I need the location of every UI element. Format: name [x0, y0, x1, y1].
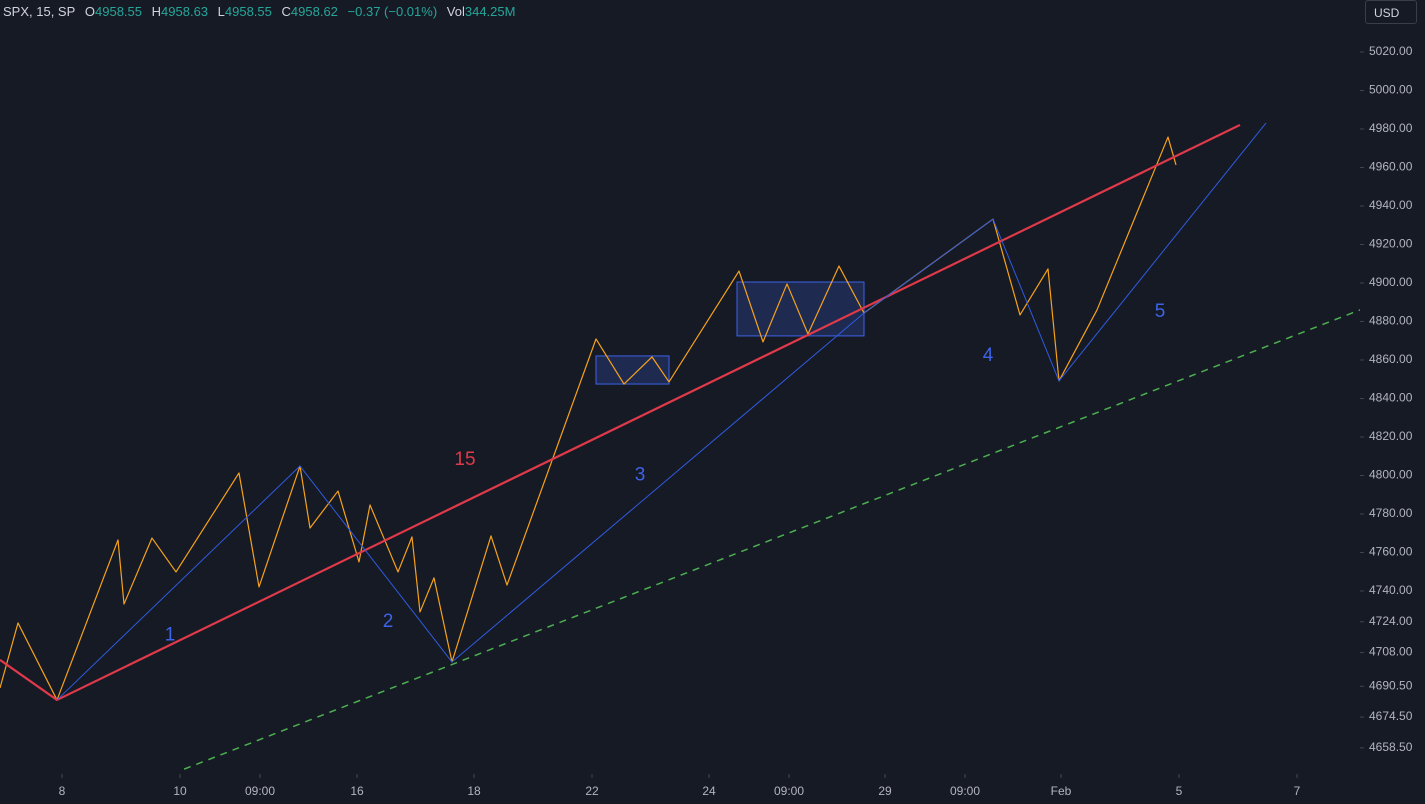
x-tick-label: 10	[173, 784, 187, 798]
x-tick-label: 29	[878, 784, 892, 798]
y-tick-label: 4724.00	[1369, 614, 1413, 628]
wave-label: 4	[983, 345, 994, 366]
low-value: 4958.55	[224, 4, 272, 19]
y-tick-label: 4820.00	[1369, 429, 1413, 443]
x-tick-label: 09:00	[774, 784, 804, 798]
plot-area	[0, 122, 1360, 770]
y-tick-label: 4658.50	[1369, 740, 1413, 754]
y-tick-label: 5020.00	[1369, 44, 1413, 58]
x-tick-label: 5	[1176, 784, 1183, 798]
y-tick-label: 4940.00	[1369, 198, 1413, 212]
open-value: 4958.55	[95, 4, 143, 19]
y-tick-label: 4900.00	[1369, 275, 1413, 289]
y-tick-label: 4780.00	[1369, 506, 1413, 520]
wave-label: 5	[1155, 301, 1166, 322]
currency-button[interactable]: USD	[1365, 0, 1417, 24]
x-tick-label: Feb	[1051, 784, 1072, 798]
y-tick-label: 4690.50	[1369, 678, 1413, 692]
low-label: L	[217, 4, 225, 19]
wave-label: 1	[165, 624, 176, 645]
change: −0.37 (−0.01%)	[347, 4, 438, 19]
wave-label: 3	[635, 464, 646, 485]
y-tick-label: 4740.00	[1369, 583, 1413, 597]
price-line	[0, 123, 1241, 702]
ohlc-legend: SPX, 15, SP O4958.55 H4958.63 L4958.55 C…	[3, 4, 515, 19]
wave-label: 2	[383, 611, 394, 632]
x-tick-label: 7	[1294, 784, 1301, 798]
y-tick-label: 5000.00	[1369, 83, 1413, 97]
volume-label: Vol	[446, 4, 465, 19]
y-tick-label: 4760.00	[1369, 545, 1413, 559]
price-line	[0, 136, 1177, 701]
y-tick-label: 4840.00	[1369, 391, 1413, 405]
range-box	[736, 281, 865, 337]
y-tick-label: 4880.00	[1369, 314, 1413, 328]
x-tick-label: 16	[350, 784, 364, 798]
wave-label: 15	[454, 449, 475, 470]
close-label: C	[281, 4, 291, 19]
y-tick-label: 4674.50	[1369, 709, 1413, 723]
y-tick-label: 4800.00	[1369, 468, 1413, 482]
price-line	[56, 122, 1267, 701]
y-tick-label: 4960.00	[1369, 160, 1413, 174]
y-tick-label: 4980.00	[1369, 121, 1413, 135]
volume-value: 344.25M	[464, 4, 516, 19]
y-tick-label: 4860.00	[1369, 352, 1413, 366]
x-tick-label: 22	[585, 784, 599, 798]
x-tick-label: 8	[59, 784, 66, 798]
x-tick-label: 18	[467, 784, 481, 798]
x-tick-label: 09:00	[245, 784, 275, 798]
y-tick-label: 4920.00	[1369, 237, 1413, 251]
high-value: 4958.63	[161, 4, 209, 19]
high-label: H	[151, 4, 162, 19]
open-label: O	[84, 4, 96, 19]
symbol: SPX, 15, SP	[3, 4, 76, 19]
close-value: 4958.62	[290, 4, 338, 19]
x-tick-label: 09:00	[950, 784, 980, 798]
y-tick-label: 4708.00	[1369, 645, 1413, 659]
range-box	[595, 355, 670, 385]
price-line	[179, 309, 1360, 770]
x-tick-label: 24	[702, 784, 716, 798]
